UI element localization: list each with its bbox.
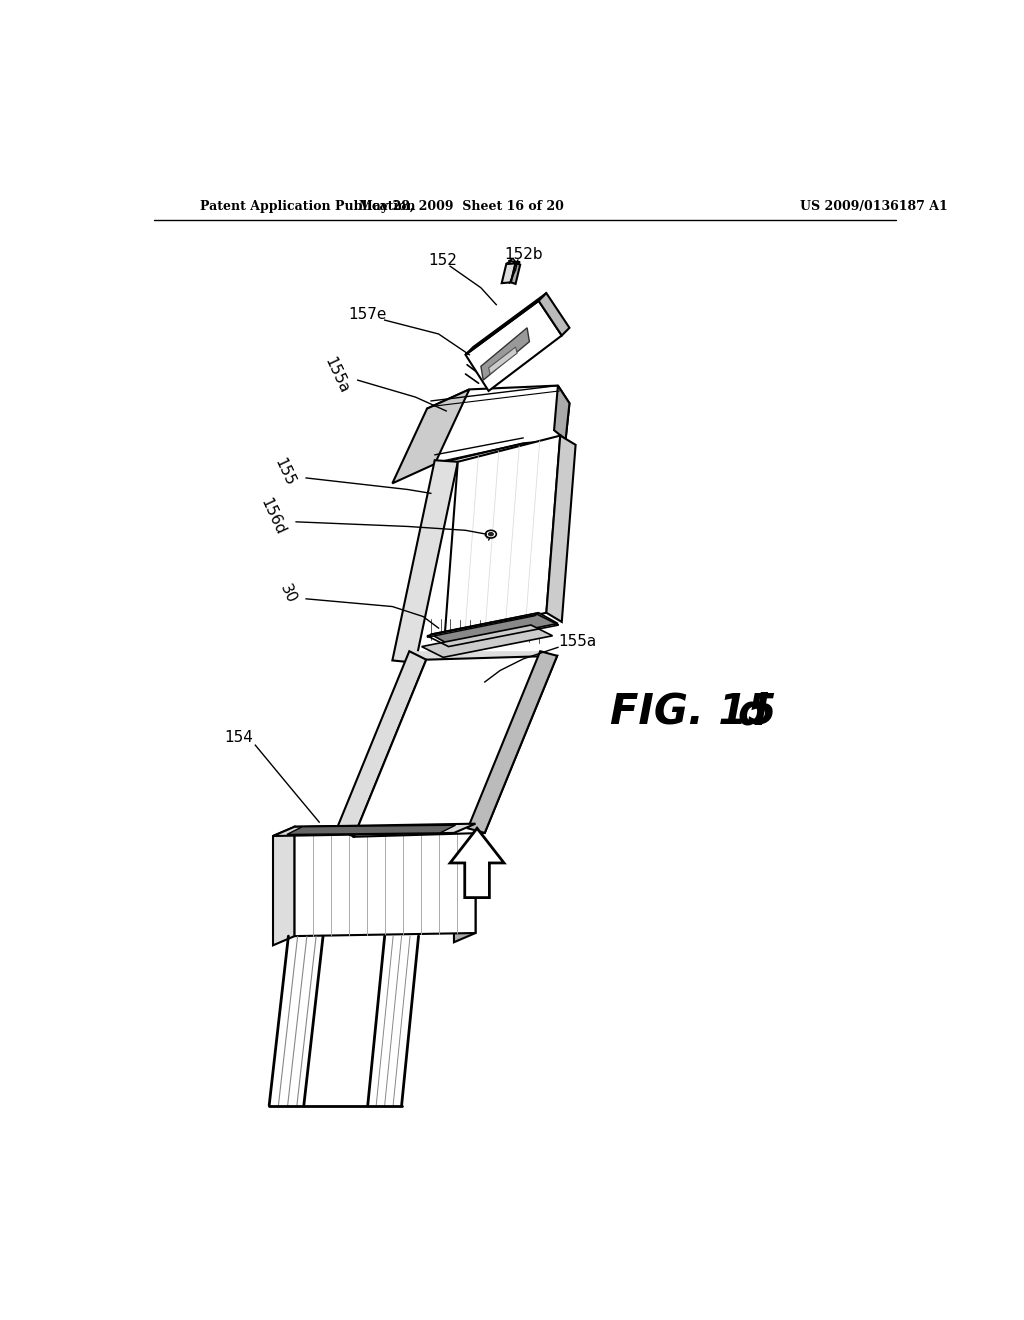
Polygon shape [539,293,569,335]
Polygon shape [466,293,547,355]
Text: 157e: 157e [348,308,387,322]
Text: 154: 154 [224,730,253,744]
Text: US 2009/0136187 A1: US 2009/0136187 A1 [801,199,948,213]
Polygon shape [554,385,569,440]
Polygon shape [273,826,295,945]
Text: 156d: 156d [258,496,288,537]
Polygon shape [427,385,569,465]
Polygon shape [388,705,536,713]
Ellipse shape [485,531,497,539]
Text: 155a: 155a [322,355,352,396]
Polygon shape [468,651,557,833]
Text: FIG. 15: FIG. 15 [609,692,776,734]
Text: 152b: 152b [504,247,543,263]
Polygon shape [392,389,469,483]
Polygon shape [506,261,520,264]
Polygon shape [444,436,560,636]
Ellipse shape [488,533,494,536]
Polygon shape [373,739,521,748]
Polygon shape [427,612,539,638]
Polygon shape [422,626,553,657]
Polygon shape [395,686,543,696]
Polygon shape [358,775,507,784]
Polygon shape [392,461,458,663]
Polygon shape [451,829,504,898]
Polygon shape [344,810,492,818]
Polygon shape [351,793,500,801]
Polygon shape [481,327,529,380]
Polygon shape [466,301,562,391]
Text: d: d [737,692,767,734]
Polygon shape [380,722,528,730]
Polygon shape [354,656,557,837]
Polygon shape [410,651,557,660]
Polygon shape [488,347,517,374]
Polygon shape [366,758,514,766]
Polygon shape [273,824,475,836]
Polygon shape [295,824,475,936]
Polygon shape [431,612,558,645]
Polygon shape [337,651,426,837]
Polygon shape [287,825,456,834]
Text: 152: 152 [428,252,457,268]
Text: Patent Application Publication: Patent Application Publication [200,199,416,213]
Text: 155: 155 [271,457,297,488]
Text: 155a: 155a [558,635,596,649]
Polygon shape [547,436,575,622]
Polygon shape [454,824,475,942]
Text: 30: 30 [278,582,299,606]
Polygon shape [509,259,515,263]
Text: May 28, 2009  Sheet 16 of 20: May 28, 2009 Sheet 16 of 20 [359,199,564,213]
Polygon shape [402,669,550,677]
Polygon shape [502,263,515,284]
Polygon shape [511,263,520,284]
